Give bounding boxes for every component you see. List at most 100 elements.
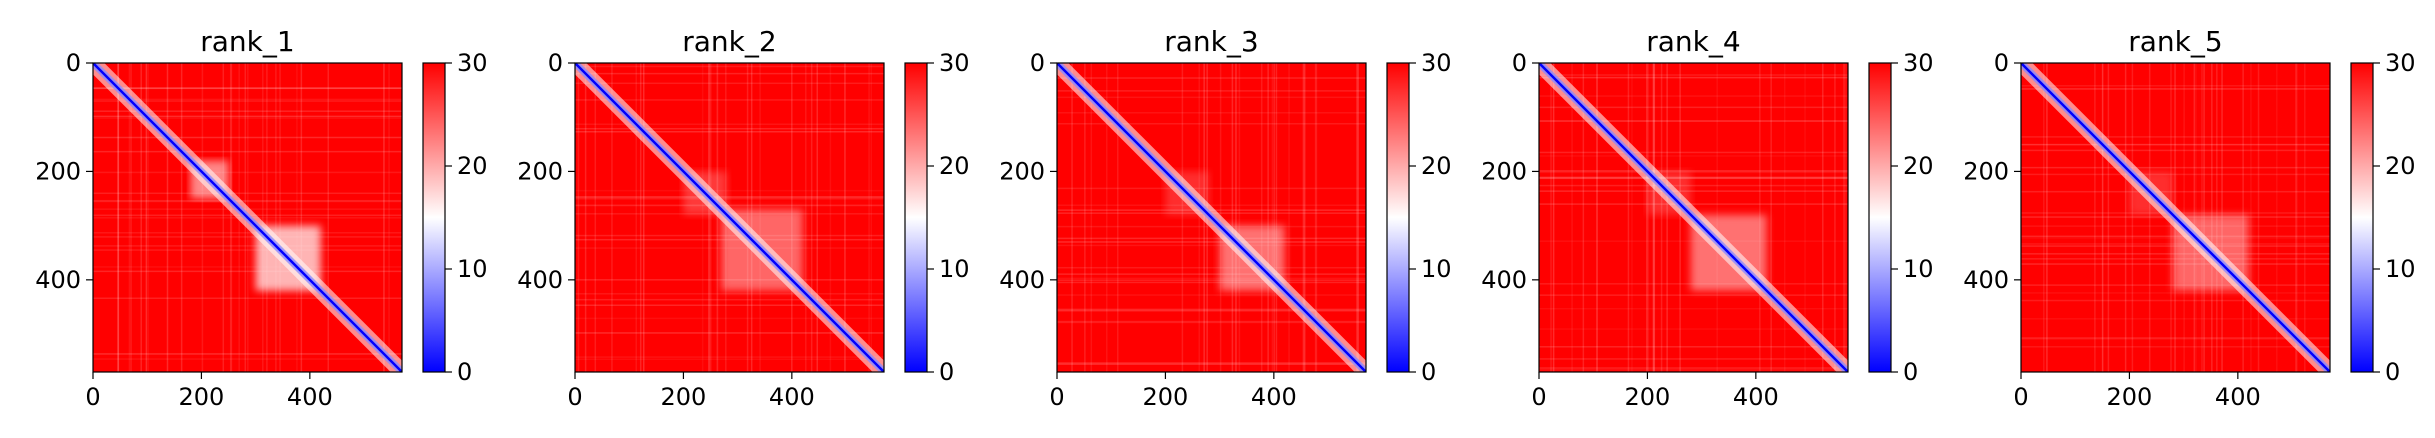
heatmap-texture-row <box>93 100 402 102</box>
heatmap-texture-row <box>575 196 884 198</box>
heatmap-texture-column <box>1231 63 1234 372</box>
heatmap-texture-column <box>1106 63 1108 372</box>
heatmap-texture-column <box>1356 63 1358 372</box>
heatmap-texture-row <box>575 304 884 307</box>
heatmap-texture-row <box>93 87 402 89</box>
heatmap-texture-column <box>642 63 645 372</box>
heatmap-texture-row <box>93 270 402 273</box>
axes-frame <box>1056 62 1367 373</box>
heatmap-texture-row <box>1539 106 1848 109</box>
heatmap-diagonal <box>2021 63 2330 372</box>
heatmap-diagonal <box>93 63 402 372</box>
heatmap-texture-row <box>2021 143 2330 146</box>
colorbar-tick-label: 30 <box>939 49 970 77</box>
heatmap-texture-row <box>93 171 402 174</box>
heatmap-texture-column <box>1631 63 1633 372</box>
heatmap-texture-row <box>1539 346 1848 348</box>
heatmap-texture-column <box>1679 63 1681 372</box>
heatmap-texture-column <box>584 63 587 372</box>
heatmap-texture-column <box>1582 63 1585 372</box>
heatmap-texture-column <box>1314 63 1317 372</box>
heatmap-texture-row <box>1539 367 1848 369</box>
heatmap-texture-row <box>2021 136 2330 138</box>
heatmap-texture-column <box>708 63 711 372</box>
heatmap-texture-column <box>1273 63 1275 372</box>
heatmap-texture-row <box>575 358 884 361</box>
heatmap-texture-column <box>1596 63 1598 372</box>
heatmap-texture-row <box>93 87 402 90</box>
heatmap-texture-column <box>145 63 148 372</box>
y-tick-label: 0 <box>548 49 563 77</box>
heatmap-texture-row <box>1539 177 1848 179</box>
x-tick-label: 0 <box>567 383 582 411</box>
heatmap-texture-column <box>710 63 712 372</box>
colorbar-tick-label: 20 <box>1903 152 1934 180</box>
heatmap-texture-row <box>575 204 884 206</box>
heatmap-panel-3: rank_3 0 200 400 0 200 400 0 10 20 30 <box>999 25 1451 411</box>
heatmap-texture-column <box>1646 63 1648 372</box>
heatmap-texture-column <box>1117 63 1119 372</box>
colorbar-tick-label: 0 <box>2385 358 2400 386</box>
heatmap-texture-row <box>1539 170 1848 172</box>
colorbar-tick-label: 0 <box>1421 358 1436 386</box>
heatmap-texture-column <box>1770 63 1772 372</box>
heatmap-texture-row <box>1057 187 1366 190</box>
x-tick-label: 0 <box>1531 383 1546 411</box>
heatmap-texture-column <box>229 63 232 372</box>
heatmap-texture-row <box>93 117 402 119</box>
heatmap-texture-column <box>300 63 303 372</box>
heatmap-texture-row <box>93 110 402 112</box>
heatmap-texture-column <box>1071 63 1073 372</box>
panel-title: rank_4 <box>1646 25 1740 58</box>
heatmap-texture-row <box>93 266 402 268</box>
heatmap-texture-column <box>140 63 142 372</box>
x-tick-label: 0 <box>1049 383 1064 411</box>
colorbar-tick-label: 20 <box>1421 152 1452 180</box>
heatmap-texture-row <box>1539 369 1848 371</box>
heatmap-texture-column <box>2101 63 2104 372</box>
heatmap-texture-column <box>1845 63 1847 372</box>
heatmap-texture-column <box>2131 63 2134 372</box>
heatmap-texture-row <box>2021 143 2330 146</box>
heatmap-texture-column <box>639 63 642 372</box>
colorbar <box>1386 62 1410 373</box>
heatmap-texture-row <box>2021 338 2330 340</box>
colorbar-tick-label: 30 <box>1903 49 1934 77</box>
heatmap-texture-row <box>575 356 884 358</box>
heatmap-texture-column <box>1571 63 1573 372</box>
heatmap-texture-column <box>1596 63 1598 372</box>
heatmap-texture-row <box>1057 77 1366 79</box>
colorbar-tick-label: 30 <box>457 49 488 77</box>
heatmap-texture-row <box>93 249 402 251</box>
heatmap-texture-row <box>2021 190 2330 193</box>
colorbar-tick-label: 10 <box>2385 255 2416 283</box>
heatmap-texture-row <box>1539 307 1848 310</box>
heatmap-texture-column <box>1267 63 1269 372</box>
heatmap-diagonal <box>1539 63 1848 372</box>
heatmap-texture-column <box>2043 63 2045 372</box>
heatmap-texture-column <box>1275 63 1278 372</box>
heatmap-texture-column <box>222 63 225 372</box>
heatmap-texture-row <box>575 204 884 207</box>
colorbar-tick-label: 0 <box>939 358 954 386</box>
heatmap-texture-row <box>93 200 402 203</box>
heatmap-texture-row <box>93 115 402 118</box>
heatmap-texture-column <box>2295 63 2297 372</box>
heatmap-texture-column <box>716 63 719 372</box>
colorbar <box>2350 62 2374 373</box>
heatmap-texture-column <box>166 63 169 372</box>
heatmap-panel-5: rank_5 0 200 400 0 200 400 0 10 20 30 <box>1963 25 2415 411</box>
axes-frame <box>2020 62 2331 373</box>
heatmap-texture-column <box>701 63 704 372</box>
heatmap-texture-column <box>1315 63 1318 372</box>
heatmap-texture-row <box>2021 166 2330 169</box>
heatmap-texture-column <box>577 63 580 372</box>
x-tick-label: 400 <box>287 383 333 411</box>
heatmap-texture-column <box>1843 63 1845 372</box>
heatmap-texture-row <box>1539 176 1848 179</box>
axes-frame <box>92 62 403 373</box>
heatmap-texture-column <box>128 63 131 372</box>
y-tick-label: 0 <box>1512 49 1527 77</box>
heatmap-texture-row <box>1057 277 1366 280</box>
heatmap-texture-column <box>2250 63 2252 372</box>
